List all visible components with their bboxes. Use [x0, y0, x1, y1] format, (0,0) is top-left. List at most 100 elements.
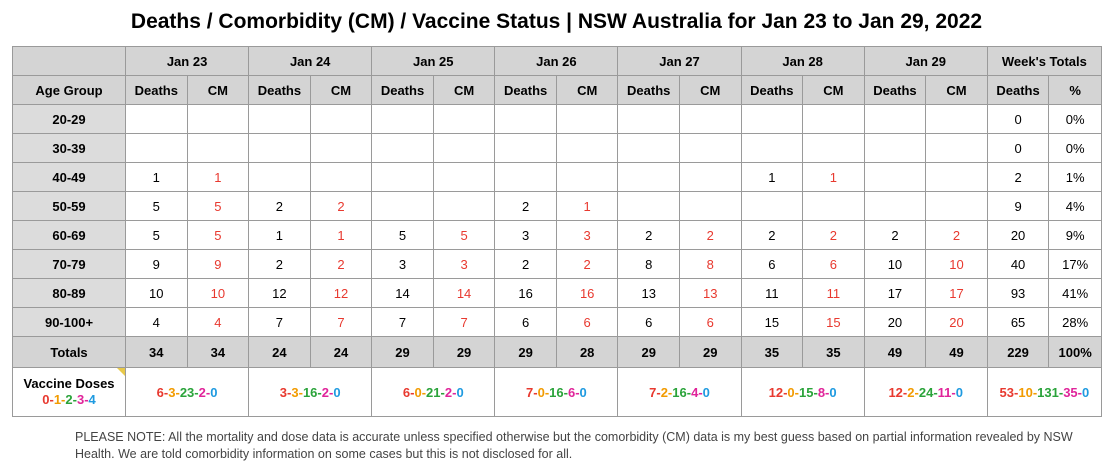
week-deaths-cell: 20 — [986, 220, 1050, 250]
deaths-cell: 2 — [740, 220, 804, 250]
cm-cell — [555, 133, 619, 163]
comment-marker-icon — [117, 368, 125, 376]
cm-cell: 2 — [802, 220, 865, 250]
age-group-cell: 80-89 — [11, 278, 127, 308]
deaths-cell: 1 — [248, 220, 311, 250]
deaths-cell: 15 — [740, 307, 804, 337]
table-row: 20-29 0 0% — [11, 104, 1102, 134]
dose-breakdown-cell: 6-0-21-2-0 — [371, 367, 496, 417]
deaths-cell — [740, 191, 804, 221]
dose-count: 2 — [444, 384, 453, 400]
cm-cell: 16 — [555, 278, 619, 308]
cm-cell — [186, 133, 250, 163]
vaccine-doses-label: Vaccine Doses 0-1-2-3-4 — [11, 367, 127, 417]
deaths-cell: 2 — [863, 220, 927, 250]
cm-cell: 3 — [432, 249, 496, 279]
cm-cell: 6 — [802, 249, 865, 279]
dose-count: 6 — [402, 384, 411, 400]
week-deaths-cell: 0 — [986, 133, 1050, 163]
week-pct-cell: 0% — [1048, 133, 1102, 163]
deaths-cell — [371, 104, 434, 134]
dose-breakdown-cell: 3-3-16-2-0 — [248, 367, 373, 417]
deaths-header: Deaths — [248, 75, 311, 105]
dose-count: 0 — [414, 384, 422, 400]
week-totals-header: Week's Totals — [986, 46, 1103, 76]
cm-cell — [309, 133, 373, 163]
deaths-cell: 5 — [125, 191, 188, 221]
cm-cell — [309, 162, 373, 192]
dose-count: 6 — [156, 384, 164, 400]
dose-count: 6 — [567, 384, 576, 400]
total-deaths-cell: 24 — [248, 336, 311, 368]
dose-breakdown-cell: 12-0-15-8-0 — [740, 367, 865, 417]
deaths-cell — [371, 162, 434, 192]
week-deaths-cell: 2 — [986, 162, 1050, 192]
deaths-cell — [863, 104, 927, 134]
dose-breakdown-cell: 7-0-16-6-0 — [494, 367, 619, 417]
week-deaths-cell: 93 — [986, 278, 1050, 308]
deaths-cell: 12 — [248, 278, 311, 308]
deaths-cell: 4 — [125, 307, 188, 337]
deaths-cell — [617, 104, 680, 134]
grand-pct-cell: 100% — [1048, 336, 1102, 368]
cm-cell — [802, 104, 865, 134]
cm-cell — [679, 191, 742, 221]
deaths-cell: 3 — [494, 220, 557, 250]
deaths-cell: 16 — [494, 278, 557, 308]
page-title: Deaths / Comorbidity (CM) / Vaccine Stat… — [130, 10, 983, 33]
deaths-cell — [863, 191, 927, 221]
total-cm-cell: 35 — [802, 336, 865, 368]
cm-cell: 1 — [186, 162, 250, 192]
dose-count: 12 — [888, 384, 903, 400]
dose-count: 131 — [1037, 384, 1059, 400]
week-deaths-cell: 0 — [986, 104, 1050, 134]
dose-legend-value: 1 — [53, 392, 62, 407]
cm-header: CM — [802, 75, 865, 105]
dose-count: 11 — [937, 384, 952, 400]
dose-count: 3 — [168, 384, 176, 400]
dose-legend: 0-1-2-3-4 — [42, 392, 96, 407]
total-deaths-cell: 35 — [740, 336, 804, 368]
total-cm-cell: 29 — [679, 336, 742, 368]
deaths-cell — [248, 133, 311, 163]
cm-cell: 6 — [555, 307, 619, 337]
deaths-cell: 6 — [494, 307, 557, 337]
cm-cell — [432, 133, 496, 163]
dose-count: 16 — [549, 384, 564, 400]
deaths-cell: 6 — [617, 307, 680, 337]
cm-cell — [432, 104, 496, 134]
week-deaths-cell: 9 — [986, 191, 1050, 221]
dose-count: 10 — [1018, 384, 1033, 400]
total-cm-cell: 29 — [432, 336, 496, 368]
cm-cell: 17 — [925, 278, 988, 308]
cm-cell: 9 — [186, 249, 250, 279]
week-pct-cell: 0% — [1048, 104, 1102, 134]
deaths-cell: 11 — [740, 278, 804, 308]
cm-cell: 5 — [186, 220, 250, 250]
deaths-cell — [494, 162, 557, 192]
corner-cell — [11, 46, 127, 76]
dose-count: 35 — [1063, 384, 1078, 400]
dose-count: 15 — [799, 384, 814, 400]
dose-count: 23 — [179, 384, 195, 400]
cm-cell: 13 — [679, 278, 742, 308]
deaths-cell: 8 — [617, 249, 680, 279]
dose-count: 0 — [787, 384, 795, 400]
pct-header: % — [1048, 75, 1102, 105]
total-cm-cell: 28 — [555, 336, 619, 368]
cm-cell: 2 — [309, 191, 373, 221]
dose-count: 7 — [526, 384, 534, 400]
dose-breakdown-cell: 53-10-131-35-0 — [986, 367, 1103, 417]
grand-total-cell: 229 — [986, 336, 1050, 368]
age-group-cell: 90-100+ — [11, 307, 127, 337]
table-row: 60-69 5 5 1 1 5 5 3 3 2 2 2 2 2 2 20 9% — [11, 220, 1102, 250]
day-header: Jan 27 — [617, 46, 742, 76]
age-group-cell: 30-39 — [11, 133, 127, 163]
dose-count: 0 — [456, 384, 464, 400]
day-header-row: Jan 23 Jan 24 Jan 25 Jan 26 Jan 27 Jan 28 Jan … — [11, 46, 1103, 76]
cm-cell: 10 — [925, 249, 988, 279]
deaths-cell — [371, 133, 434, 163]
week-pct-cell: 28% — [1048, 307, 1102, 337]
dose-count: 0 — [210, 384, 218, 400]
week-pct-cell: 41% — [1048, 278, 1102, 308]
